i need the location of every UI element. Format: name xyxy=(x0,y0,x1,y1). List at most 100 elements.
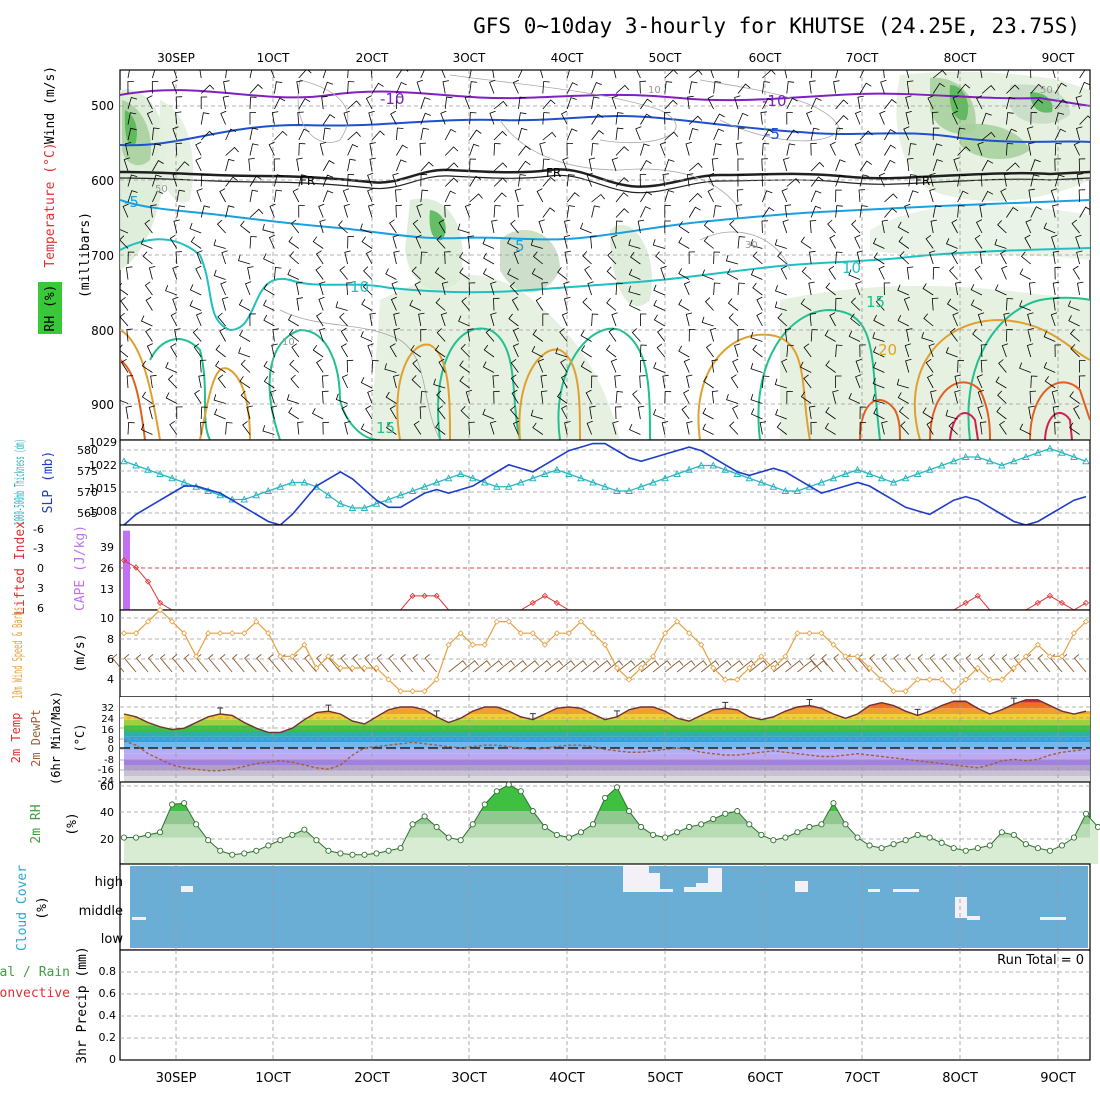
svg-text:10: 10 xyxy=(648,85,661,96)
wind-barb xyxy=(1073,141,1080,156)
wind-barb xyxy=(1028,405,1035,420)
wind-barb xyxy=(872,346,885,358)
wind-barb xyxy=(734,95,741,110)
wind-barb xyxy=(335,393,348,404)
wind-barb xyxy=(507,268,519,280)
wind-barb xyxy=(221,296,229,311)
wind-barb xyxy=(930,219,937,234)
wind-barb xyxy=(784,328,792,342)
top-date-label: 9OCT xyxy=(1042,51,1075,65)
bottom-date-label: 3OCT xyxy=(451,1071,487,1086)
upper-axis-labels: (millibars) Wind (m/s) Temperature (°C) … xyxy=(38,66,93,334)
thickness-point xyxy=(216,491,224,499)
wind-barb xyxy=(981,131,996,141)
wind-barb xyxy=(563,235,571,249)
wind-barb xyxy=(951,110,958,125)
wind10-barb xyxy=(700,660,720,673)
wind-barb xyxy=(750,239,763,249)
li-point xyxy=(433,592,440,599)
wind-barb xyxy=(347,158,356,172)
wind-barb xyxy=(605,344,617,358)
wind-barb xyxy=(948,421,958,435)
wind-barb xyxy=(438,358,446,373)
wind-barb xyxy=(444,204,451,218)
wind-barb xyxy=(999,420,1007,435)
svg-text:800: 800 xyxy=(91,324,114,338)
wind-barb xyxy=(607,250,617,265)
wind-barb xyxy=(127,70,130,79)
wind-barb xyxy=(980,344,988,358)
wind-barb xyxy=(628,239,641,249)
wind-barb xyxy=(239,376,251,389)
wind-barb xyxy=(608,327,617,342)
svg-text:1022: 1022 xyxy=(89,459,117,472)
wind-barb xyxy=(957,190,969,203)
wind-barb xyxy=(564,297,571,311)
svg-text:50: 50 xyxy=(155,184,168,195)
wind-barb xyxy=(518,70,529,79)
temp-band xyxy=(120,770,1090,777)
wind-barb xyxy=(955,281,962,296)
wind-barb xyxy=(510,358,519,373)
wind-barb xyxy=(420,97,431,110)
cloud-panel: high middle low Cloud Cover (%) xyxy=(15,863,1091,951)
wind10-barb xyxy=(244,654,257,673)
wind-barb xyxy=(1006,128,1017,141)
wind-barb xyxy=(318,296,325,311)
wind10-barb xyxy=(448,660,467,673)
wind-barb xyxy=(322,390,329,404)
wind10-point xyxy=(914,676,921,683)
wind-barb xyxy=(878,172,886,187)
wind-barb xyxy=(872,361,885,373)
wind-barb xyxy=(727,298,739,311)
wind-barb xyxy=(953,157,960,172)
wind-barb xyxy=(974,265,983,280)
wind-barb xyxy=(384,363,397,373)
wind10-barb xyxy=(111,654,125,673)
wind-barb xyxy=(360,331,373,342)
wind-barb xyxy=(518,160,531,172)
thickness-point xyxy=(769,482,778,490)
wind-barb xyxy=(390,110,397,125)
wind-barb xyxy=(835,127,844,141)
wind10-point xyxy=(986,676,993,683)
wind-barb xyxy=(1079,206,1090,218)
rh-point xyxy=(818,821,825,828)
thickness-point xyxy=(252,491,261,499)
wind-barb xyxy=(713,81,721,94)
wind-barb xyxy=(977,405,984,420)
wind-barb xyxy=(957,83,971,94)
wind10-barb xyxy=(520,660,540,673)
wind-barb xyxy=(1004,173,1011,187)
wind-barb xyxy=(172,126,179,141)
wind-barb xyxy=(513,250,520,265)
rh-point xyxy=(385,847,392,854)
thickness-point xyxy=(829,474,838,482)
temp-panel: 32 24 16 8 0 -8 -16 -24 2m Temp 2m DewPt… xyxy=(9,691,1091,787)
wind-barb xyxy=(683,358,690,373)
wind-barb xyxy=(952,312,959,327)
wind-barb xyxy=(483,252,495,265)
rh-point xyxy=(962,847,969,854)
wind10-point xyxy=(493,618,500,625)
wind-barb xyxy=(762,70,776,79)
thickness-point xyxy=(1046,444,1054,452)
wind-barb xyxy=(687,95,694,110)
wind-barb xyxy=(566,82,578,94)
wind-barb xyxy=(855,281,862,296)
wind-barb xyxy=(1006,329,1013,342)
wind-barb xyxy=(762,190,773,203)
wind-barb xyxy=(759,421,767,435)
wind-barb xyxy=(290,219,300,234)
wind10-barb xyxy=(749,660,768,673)
temp-band xyxy=(120,742,1090,748)
svg-text:-5: -5 xyxy=(765,125,780,143)
wind-barb xyxy=(273,158,281,172)
wind-barb xyxy=(908,143,917,156)
wind-barb xyxy=(662,173,669,187)
wind-barb xyxy=(850,297,861,311)
wind-barb xyxy=(582,297,592,311)
thickness-point xyxy=(577,474,585,482)
thickness-point xyxy=(841,470,850,477)
wind-barb xyxy=(1069,422,1080,435)
